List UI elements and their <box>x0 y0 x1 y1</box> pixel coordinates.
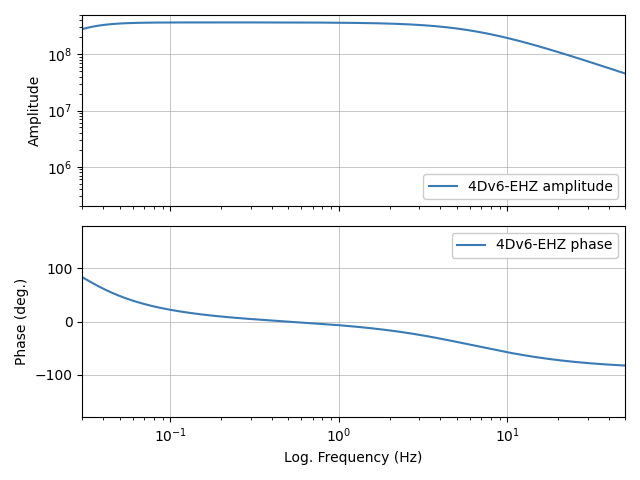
Y-axis label: Phase (deg.): Phase (deg.) <box>15 278 29 365</box>
Legend: 4Dv6-EHZ phase: 4Dv6-EHZ phase <box>452 233 618 258</box>
Y-axis label: Amplitude: Amplitude <box>28 75 42 146</box>
X-axis label: Log. Frequency (Hz): Log. Frequency (Hz) <box>284 451 423 465</box>
Legend: 4Dv6-EHZ amplitude: 4Dv6-EHZ amplitude <box>423 174 618 199</box>
